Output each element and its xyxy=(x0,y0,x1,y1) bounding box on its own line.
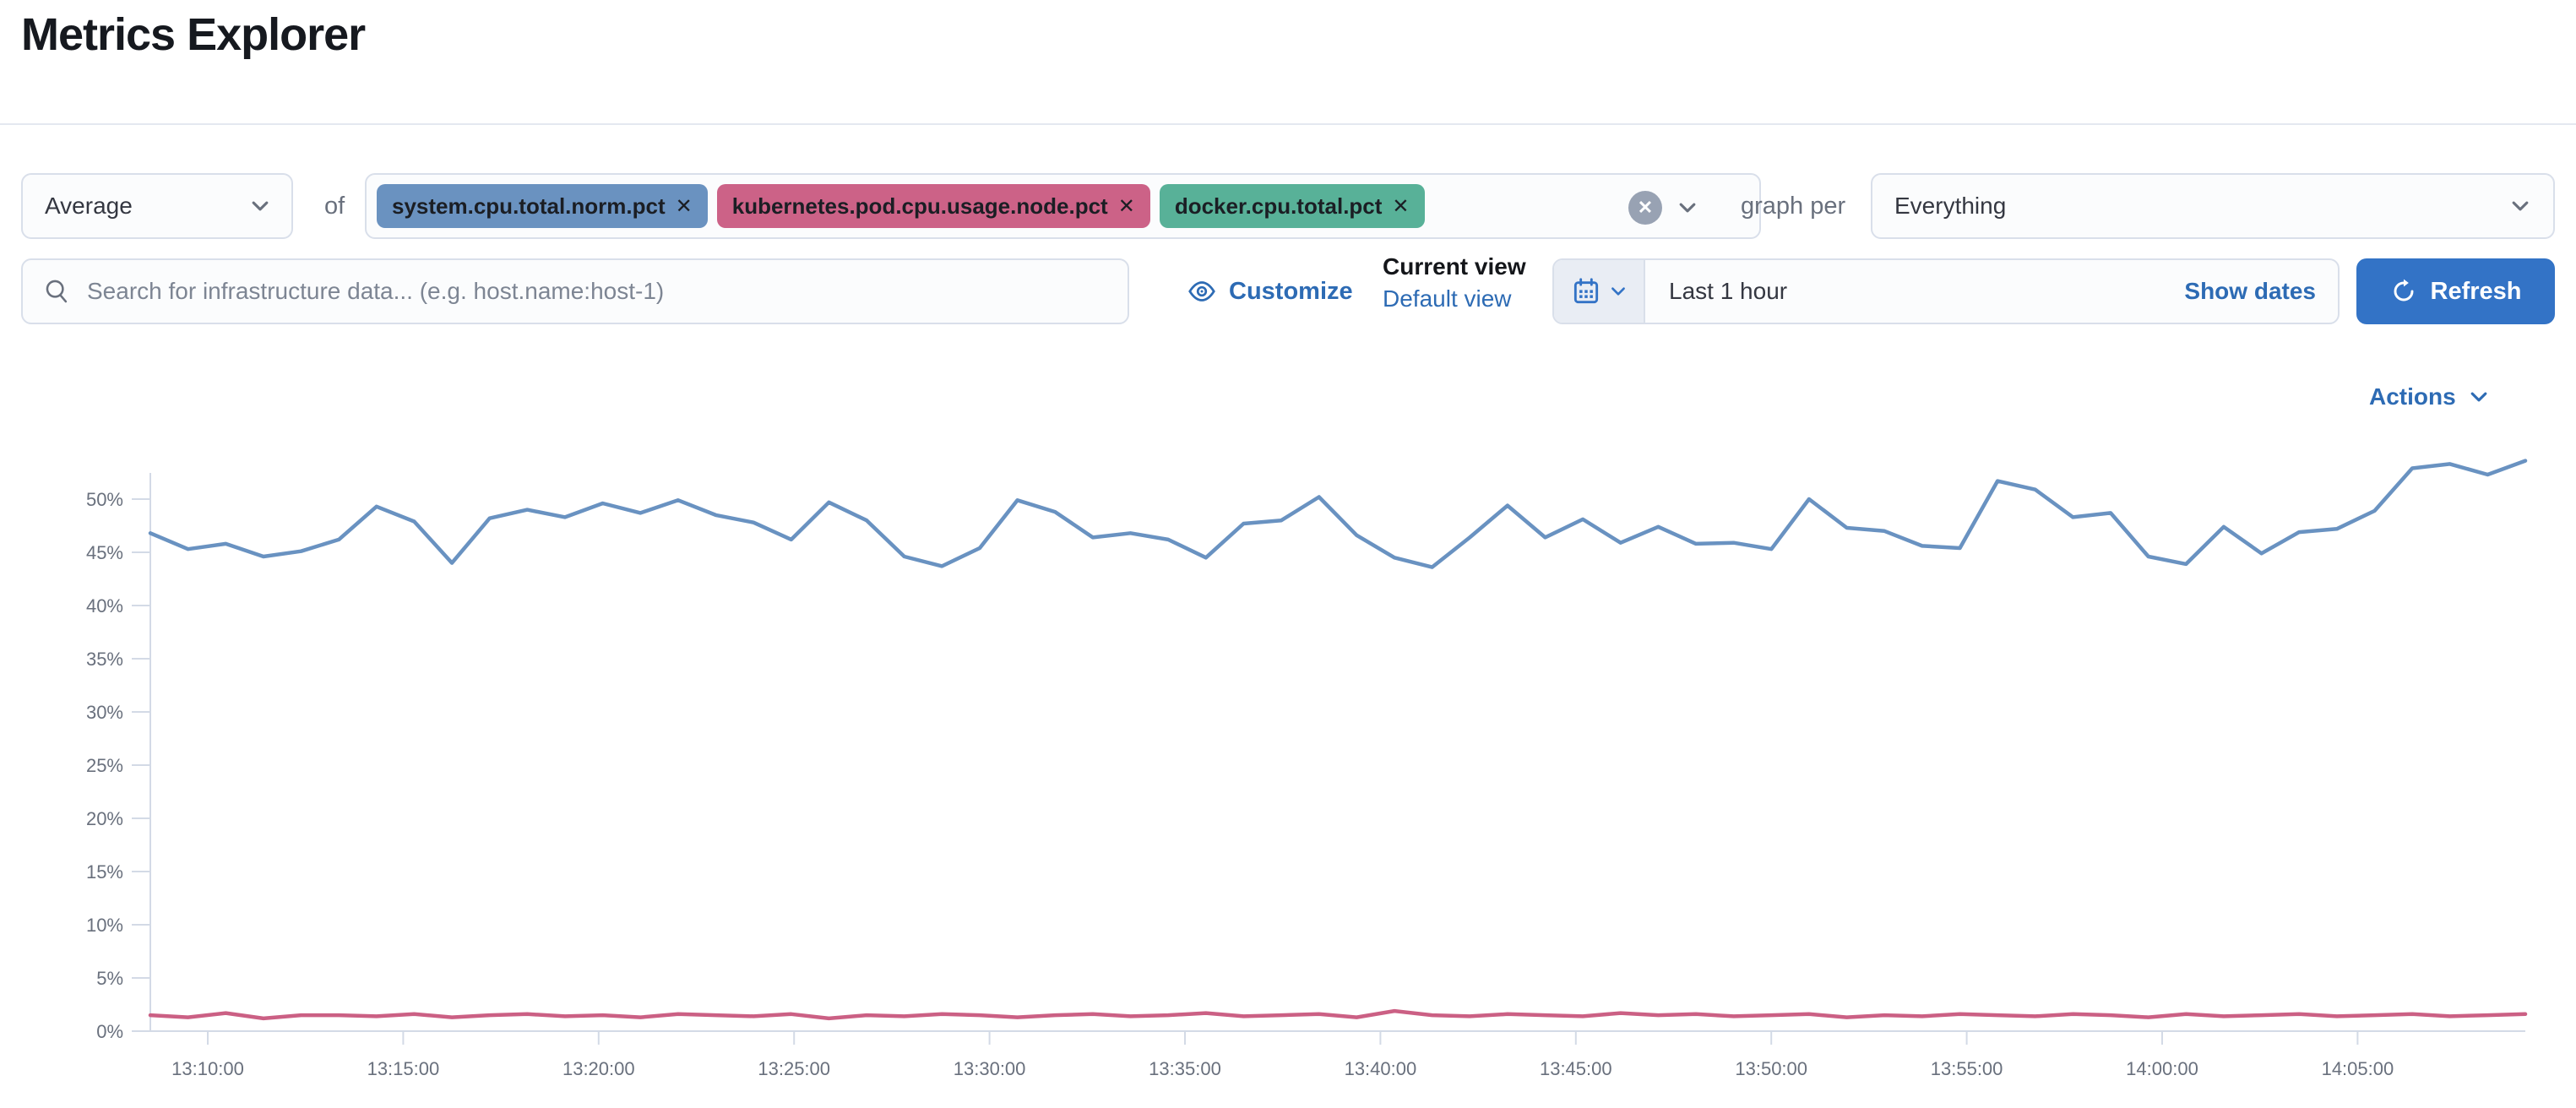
aggregation-value: Average xyxy=(45,193,133,219)
search-input[interactable] xyxy=(87,278,1111,305)
view-selector: Current view Default view xyxy=(1383,253,1526,312)
y-axis-label: 35% xyxy=(86,649,123,670)
group-by-select[interactable]: Everything xyxy=(1871,173,2555,239)
metric-pill-label: system.cpu.total.norm.pct xyxy=(392,193,666,219)
header-divider xyxy=(0,123,2576,125)
x-axis-label: 13:50:00 xyxy=(1735,1058,1807,1079)
x-axis-label: 14:05:00 xyxy=(2322,1058,2394,1079)
x-axis-label: 13:45:00 xyxy=(1540,1058,1612,1079)
y-axis-label: 5% xyxy=(96,968,123,989)
axis-line xyxy=(149,473,2525,1032)
current-view-label: Current view xyxy=(1383,253,1526,280)
metric-pill[interactable]: docker.cpu.total.pct ✕ xyxy=(1159,184,1425,228)
search-icon xyxy=(46,280,68,303)
metric-pill-list: system.cpu.total.norm.pct ✕ kubernetes.pod… xyxy=(377,184,1425,228)
chevron-down-icon[interactable] xyxy=(1677,197,1698,219)
series-line xyxy=(148,459,2528,569)
graph-per-label: graph per xyxy=(1741,192,1846,220)
actions-label: Actions xyxy=(2369,383,2456,410)
page-title: Metrics Explorer xyxy=(21,9,366,60)
y-axis-label: 20% xyxy=(86,808,123,829)
default-view-link[interactable]: Default view xyxy=(1383,285,1512,312)
search-bar[interactable] xyxy=(21,258,1129,324)
line-chart: 0% 5% 10% 15% 20% 25% 30% 35% 40% 45% 50% 13:10:00 1… xyxy=(86,459,2528,1079)
y-axis-label: 10% xyxy=(86,915,123,936)
calendar-dropdown-button[interactable] xyxy=(1554,260,1645,323)
calendar-icon xyxy=(1573,278,1599,304)
metric-pill[interactable]: system.cpu.total.norm.pct ✕ xyxy=(377,184,708,228)
metrics-chart: 0% 5% 10% 15% 20% 25% 30% 35% 40% 45% 50% 13:10:00 1… xyxy=(0,422,2576,1108)
y-axis-label: 25% xyxy=(86,755,123,776)
chevron-down-icon xyxy=(2470,392,2487,402)
y-axis-label: 15% xyxy=(86,861,123,883)
actions-menu-button[interactable]: Actions xyxy=(2369,380,2490,414)
remove-metric-icon[interactable]: ✕ xyxy=(675,194,693,218)
metrics-combobox[interactable]: system.cpu.total.norm.pct ✕ kubernetes.pod… xyxy=(365,173,1761,239)
time-range-picker[interactable]: Last 1 hour Show dates xyxy=(1552,258,2340,324)
y-axis-label: 0% xyxy=(96,1021,123,1042)
y-axis-label: 45% xyxy=(86,542,123,563)
x-axis-label: 13:30:00 xyxy=(954,1058,1026,1079)
x-axis-label: 13:10:00 xyxy=(171,1058,244,1079)
x-axis-label: 13:20:00 xyxy=(562,1058,635,1079)
metric-pill-label: kubernetes.pod.cpu.usage.node.pct xyxy=(731,193,1108,219)
y-axis-label: 40% xyxy=(86,595,123,616)
refresh-button[interactable]: Refresh xyxy=(2356,258,2555,324)
of-label: of xyxy=(324,192,345,220)
series-line xyxy=(148,1008,2528,1021)
time-range-value[interactable]: Last 1 hour xyxy=(1669,278,1788,304)
metric-pill-label: docker.cpu.total.pct xyxy=(1174,193,1383,219)
x-axis-label: 14:00:00 xyxy=(2126,1058,2198,1079)
chevron-down-icon xyxy=(252,201,269,211)
clear-metrics-icon[interactable]: ✕ xyxy=(1628,191,1662,225)
y-axis-label: 50% xyxy=(86,489,123,510)
show-dates-button[interactable]: Show dates xyxy=(2184,278,2316,304)
remove-metric-icon[interactable]: ✕ xyxy=(1117,194,1135,218)
x-axis-label: 13:35:00 xyxy=(1149,1058,1221,1079)
customize-label: Customize xyxy=(1229,277,1353,305)
metric-pill[interactable]: kubernetes.pod.cpu.usage.node.pct ✕ xyxy=(716,184,1150,228)
x-axis-label: 13:40:00 xyxy=(1345,1058,1417,1079)
x-axis-label: 13:55:00 xyxy=(1931,1058,2003,1079)
group-by-value: Everything xyxy=(1894,193,2007,219)
customize-button[interactable]: Customize xyxy=(1187,258,1353,324)
chevron-down-icon xyxy=(2512,201,2529,211)
aggregation-select[interactable]: Average xyxy=(21,173,293,239)
x-axis-label: 13:25:00 xyxy=(758,1058,830,1079)
eye-icon xyxy=(1188,281,1215,301)
chevron-down-icon xyxy=(1611,287,1625,296)
refresh-icon xyxy=(2394,279,2413,301)
remove-metric-icon[interactable]: ✕ xyxy=(1392,194,1410,218)
y-axis-label: 30% xyxy=(86,702,123,723)
x-axis-label: 13:15:00 xyxy=(367,1058,440,1079)
refresh-label: Refresh xyxy=(2430,277,2522,305)
